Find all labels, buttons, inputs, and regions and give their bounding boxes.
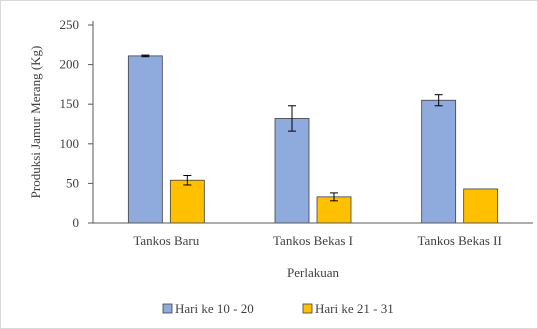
legend-label: Hari ke 10 - 20 (175, 301, 254, 316)
y-tick-label: 100 (60, 136, 80, 151)
y-axis-ticks: 0 50 100 150 200 250 (60, 17, 93, 230)
axes (92, 21, 533, 224)
legend-label: Hari ke 21 - 31 (315, 301, 394, 316)
y-tick-label: 50 (66, 175, 79, 190)
y-tick-label: 250 (60, 17, 80, 32)
y-tick-label: 200 (60, 57, 80, 72)
legend-swatch (162, 303, 173, 314)
legend-swatch (302, 303, 313, 314)
legend: Hari ke 10 - 20 Hari ke 21 - 31 (162, 301, 394, 316)
y-axis-title: Produksi Jamur Merang (Kg) (28, 46, 43, 199)
legend-item: Hari ke 21 - 31 (302, 301, 394, 316)
legend-item: Hari ke 10 - 20 (162, 301, 254, 316)
bars (127, 55, 499, 224)
y-tick-label: 150 (60, 96, 80, 111)
y-tick-label: 0 (73, 215, 80, 230)
x-axis-title: Perlakuan (287, 265, 339, 280)
bar (127, 55, 163, 224)
bar (463, 188, 499, 224)
category-label: Tankos Baru (133, 233, 199, 248)
bar (421, 99, 457, 224)
bar (274, 118, 310, 224)
category-labels: Tankos Baru Tankos Bekas I Tankos Bekas II (133, 233, 501, 248)
bar (169, 179, 205, 224)
category-label: Tankos Bekas I (273, 233, 353, 248)
category-label: Tankos Bekas II (418, 233, 502, 248)
error-bars (141, 54, 443, 202)
